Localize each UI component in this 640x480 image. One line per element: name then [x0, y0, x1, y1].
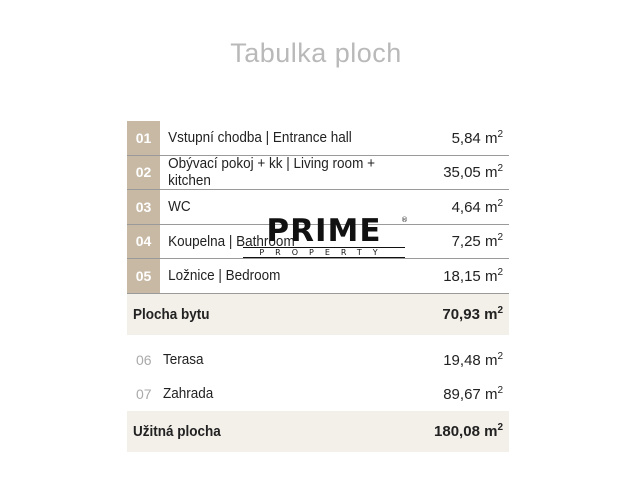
room-number: 03 — [127, 190, 160, 224]
extra-number: 06 — [136, 351, 152, 368]
room-area: 18,15 m2 — [443, 266, 503, 285]
room-row: 02 Obývací pokoj + kk | Living room + ki… — [127, 155, 509, 190]
page-title: Tabulka ploch — [230, 38, 402, 68]
extra-label: Terasa — [163, 351, 204, 368]
extra-row: 06 Terasa 19,48 m2 — [127, 343, 509, 377]
total-value: 180,08 m2 — [434, 422, 503, 440]
subtotal-row: Plocha bytu 70,93 m2 — [127, 293, 509, 335]
room-label: WC — [168, 198, 191, 216]
room-number: 01 — [127, 121, 160, 155]
total-label: Užitná plocha — [133, 422, 221, 440]
room-label: Koupelna | Bathroom — [168, 232, 295, 250]
room-row: 03 WC 4,64 m2 — [127, 190, 509, 225]
prime-property-watermark: PRIME ® PROPERTY — [243, 216, 408, 258]
room-row: 01 Vstupní chodba | Entrance hall 5,84 m… — [127, 121, 509, 156]
room-number: 05 — [127, 259, 160, 293]
room-row: 05 Ložnice | Bedroom 18,15 m2 — [127, 259, 509, 294]
room-area: 35,05 m2 — [443, 163, 503, 182]
room-number: 02 — [127, 155, 160, 189]
room-area: 7,25 m2 — [451, 232, 503, 251]
extra-label: Zahrada — [163, 385, 214, 402]
room-row: 04 Koupelna | Bathroom 7,25 m2 — [127, 224, 509, 259]
total-row: Užitná plocha 180,08 m2 — [127, 410, 509, 452]
subtotal-value: 70,93 m2 — [442, 305, 503, 323]
room-area: 5,84 m2 — [451, 128, 503, 147]
extra-number: 07 — [136, 385, 152, 402]
extra-area: 89,67 m2 — [443, 384, 503, 403]
room-label: Ložnice | Bedroom — [168, 267, 281, 285]
room-area: 4,64 m2 — [451, 197, 503, 216]
extra-area: 19,48 m2 — [443, 350, 503, 369]
extra-row: 07 Zahrada 89,67 m2 — [127, 377, 509, 411]
area-table: 01 Vstupní chodba | Entrance hall 5,84 m… — [127, 121, 509, 452]
room-number: 04 — [127, 224, 160, 258]
room-label: Vstupní chodba | Entrance hall — [168, 129, 352, 147]
subtotal-label: Plocha bytu — [133, 305, 210, 323]
room-label: Obývací pokoj + kk | Living room + kitch… — [168, 155, 375, 190]
